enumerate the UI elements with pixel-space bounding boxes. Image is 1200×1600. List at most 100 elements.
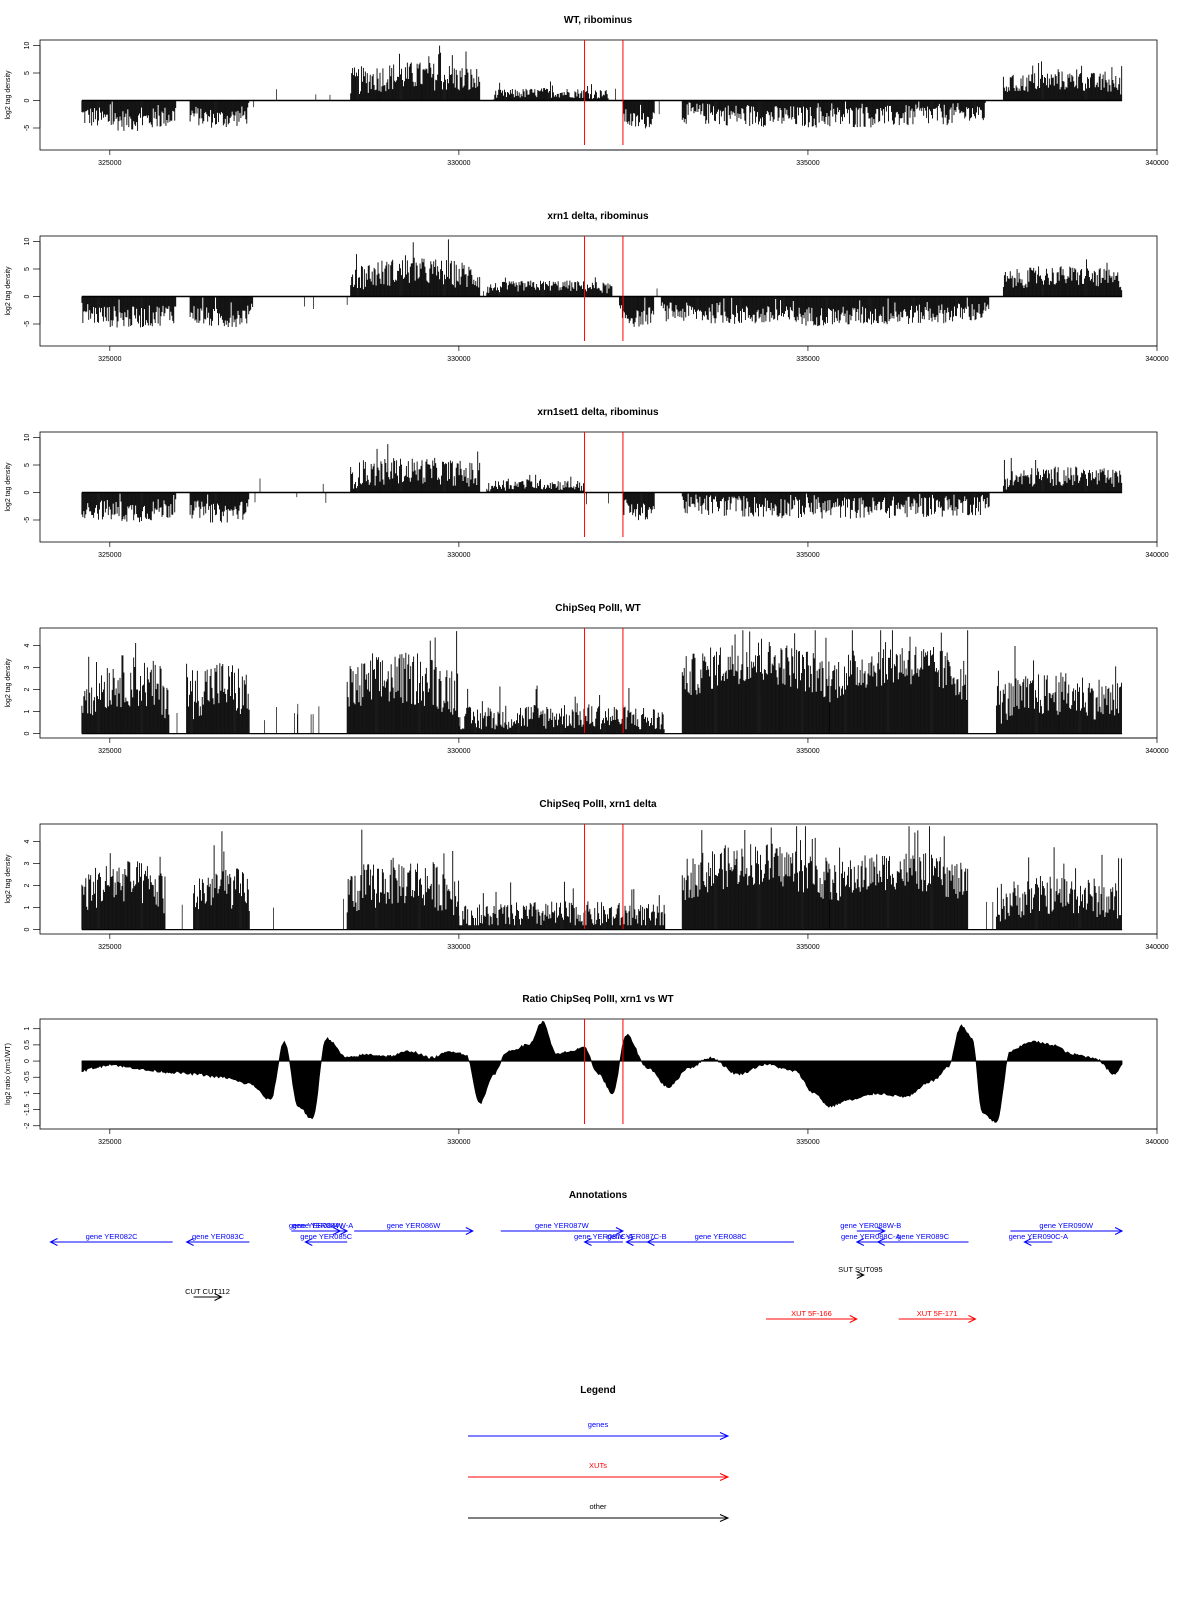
feature-label: CUT CUT112 <box>185 1287 230 1296</box>
y-tick-label: 10 <box>24 238 31 246</box>
chart-title: Ratio ChipSeq PolII, xrn1 vs WT <box>522 994 673 1005</box>
x-tick-label: 340000 <box>1145 356 1168 363</box>
chart-panel-3: xrn1set1 delta, ribominus log2 tag densit… <box>5 407 1169 559</box>
x-tick-label: 335000 <box>796 356 819 363</box>
bar-segment <box>622 492 655 521</box>
bar-segment <box>346 829 460 930</box>
legend-label: genes <box>588 1420 609 1429</box>
bar-segment <box>486 277 613 297</box>
chart-title: xrn1 delta, ribominus <box>547 211 649 222</box>
x-tick-label: 340000 <box>1145 748 1168 755</box>
data-series <box>81 239 1123 328</box>
x-tick-label: 340000 <box>1145 944 1168 951</box>
x-tick-label: 330000 <box>447 356 470 363</box>
arrowhead-icon <box>876 1238 885 1246</box>
x-tick-label: 325000 <box>98 748 121 755</box>
data-series <box>81 45 1123 131</box>
x-tick-label: 335000 <box>796 160 819 167</box>
feature-label: gene YER085C <box>300 1232 353 1241</box>
y-tick-label: 0 <box>24 98 31 102</box>
y-axis-label: log2 tag density <box>5 70 12 120</box>
bar-segment <box>486 474 585 493</box>
chart-title: ChipSeq PolII, WT <box>555 603 641 614</box>
x-tick-label: 335000 <box>796 944 819 951</box>
bar-segment <box>81 296 177 328</box>
bar-segment <box>189 100 250 128</box>
y-tick-label: -5 <box>24 517 31 523</box>
arrowhead-icon <box>214 1293 223 1301</box>
bar-segment <box>81 643 170 734</box>
y-tick-label: 4 <box>24 644 31 648</box>
y-tick-label: 1 <box>24 906 31 910</box>
y-tick-label: 0 <box>24 732 31 736</box>
x-tick-label: 330000 <box>447 748 470 755</box>
sparse-bars <box>304 288 658 309</box>
feature-label: gene YER089C <box>897 1232 950 1241</box>
y-tick-label: 5 <box>24 267 31 271</box>
x-tick-label: 340000 <box>1145 160 1168 167</box>
y-tick-label: 4 <box>24 840 31 844</box>
y-tick-label: 1 <box>24 1027 31 1031</box>
bar-segment <box>81 100 177 131</box>
feature-label: gene YER090W <box>1039 1221 1094 1230</box>
y-tick-label: 0 <box>24 928 31 932</box>
feature-label: gene YER084W-A <box>292 1221 353 1230</box>
legend-label: XUTs <box>589 1461 607 1470</box>
legend: Legend genes XUTs other <box>468 1385 730 1522</box>
bar-segment <box>681 826 830 930</box>
x-tick-label: 330000 <box>447 552 470 559</box>
feature-label: gene YER087C-A <box>574 1232 633 1241</box>
x-tick-label: 325000 <box>98 160 121 167</box>
y-axis-label: log2 tag density <box>5 266 12 316</box>
arrowhead-icon <box>877 1227 886 1235</box>
x-tick-label: 330000 <box>447 160 470 167</box>
x-tick-label: 325000 <box>98 1139 121 1146</box>
bar-segment <box>681 100 986 128</box>
bar-segment <box>193 831 250 930</box>
y-axis-label: log2 ratio (xrn1/WT) <box>5 1043 12 1105</box>
bar-segment <box>828 630 969 734</box>
y-tick-label: 0 <box>24 294 31 298</box>
y-tick-label: 3 <box>24 862 31 866</box>
arrowhead-icon <box>719 1473 730 1481</box>
y-tick-label: 5 <box>24 71 31 75</box>
feature-label: XUT 5F-166 <box>791 1309 832 1318</box>
ratio-area <box>81 1020 1123 1123</box>
bar-segment <box>995 847 1122 930</box>
plot-frame <box>39 431 1158 543</box>
y-tick-label: -1.5 <box>24 1103 31 1115</box>
arrowhead-icon <box>583 1238 592 1246</box>
x-tick-label: 340000 <box>1145 1139 1168 1146</box>
bar-segment <box>493 81 609 101</box>
annotations-title: Annotations <box>569 1190 628 1201</box>
x-tick-label: 325000 <box>98 552 121 559</box>
feature-label: gene YER087C-B <box>607 1232 666 1241</box>
bar-segment <box>660 296 990 327</box>
bar-segment <box>81 853 166 930</box>
feature-label: gene YER084W <box>289 1221 344 1230</box>
arrowhead-icon <box>49 1238 58 1246</box>
x-tick-label: 335000 <box>796 1139 819 1146</box>
chart-panel-4: ChipSeq PolII, WT log2 tag density 0 1 2 3 4 32… <box>5 603 1169 755</box>
y-tick-label: 2 <box>24 884 31 888</box>
x-tick-label: 340000 <box>1145 552 1168 559</box>
annotations-track: Annotations gene YER082C gene YER083C gene … <box>49 1190 1124 1323</box>
y-tick-label: 10 <box>24 434 31 442</box>
data-series <box>81 1020 1123 1123</box>
sparse-bars <box>176 703 320 734</box>
bar-segment <box>828 826 969 930</box>
arrowhead-icon <box>856 1271 865 1279</box>
bar-segment <box>186 663 250 734</box>
arrowhead-icon <box>339 1227 349 1235</box>
y-tick-label: 1 <box>24 710 31 714</box>
bar-segment <box>346 631 460 734</box>
y-tick-label: 3 <box>24 666 31 670</box>
x-tick-label: 325000 <box>98 944 121 951</box>
chart-title: WT, ribominus <box>564 15 633 26</box>
bar-segment <box>618 296 655 327</box>
bar-segment <box>1002 458 1123 493</box>
bar-segment <box>189 492 250 523</box>
arrowhead-icon <box>625 1238 634 1246</box>
